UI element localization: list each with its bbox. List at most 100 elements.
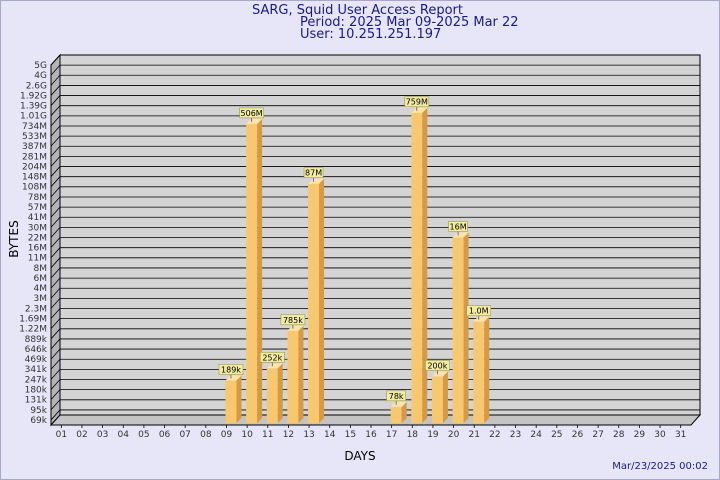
gridline-side (50, 358, 61, 370)
gridline-side (50, 125, 61, 137)
bar-top (452, 232, 469, 238)
y-tick-label: 1.92G (20, 91, 47, 101)
gridline-side (50, 206, 61, 218)
gridline-side (50, 216, 61, 228)
bar-side (484, 316, 490, 423)
gridline-side (50, 338, 61, 350)
x-tick-label: 25 (551, 430, 562, 440)
y-tick-label: 78M (28, 193, 47, 203)
y-tick-label: 4M (34, 284, 48, 294)
bar-side (401, 401, 407, 423)
x-tick-label: 08 (200, 430, 212, 440)
gridline-side (50, 95, 61, 106)
x-axis-label: DAYS (344, 449, 376, 463)
x-tick-label: 12 (283, 430, 294, 440)
bar (390, 406, 402, 423)
bar-top (390, 401, 407, 407)
x-tick-label: 06 (159, 430, 171, 440)
x-tick-label: 16 (365, 430, 377, 440)
gridline-side (50, 166, 61, 177)
gridline-side (50, 267, 61, 279)
bar-side (277, 363, 283, 423)
gridline-side (50, 247, 61, 258)
gridline-side (50, 399, 61, 411)
bar (431, 376, 443, 423)
x-tick-label: 02 (76, 430, 87, 440)
gridline-side (50, 389, 61, 400)
x-tick-label: 30 (654, 430, 666, 440)
y-tick-label: 533M (22, 132, 47, 142)
report-timestamp: Mar/23/2025 00:02 (612, 461, 708, 472)
bar (473, 321, 485, 423)
bar-top (246, 118, 263, 124)
gridline-side (50, 105, 61, 116)
gridline-side (50, 115, 61, 127)
bar-label-box (280, 314, 306, 326)
bar-top (225, 375, 242, 381)
bar-label-box (448, 221, 468, 232)
bar-value-label: 189k (221, 365, 241, 374)
x-tick-label: 21 (468, 430, 479, 440)
y-tick-label: 2.3M (25, 304, 47, 314)
bar-top (473, 316, 490, 322)
x-tick-label: 11 (262, 430, 273, 440)
x-tick-label: 13 (303, 430, 314, 440)
y-tick-label: 11M (28, 254, 47, 264)
gridline-side (50, 298, 61, 309)
plot-back-wall (59, 54, 701, 416)
y-tick-label: 148M (22, 173, 47, 183)
bar-side (298, 325, 304, 423)
bar-value-label: 16M (450, 222, 467, 231)
x-tick-label: 07 (179, 430, 190, 440)
y-tick-label: 1.39G (20, 102, 47, 112)
bar-side (236, 375, 242, 423)
bar-top (411, 107, 428, 113)
bar-label-box (386, 390, 406, 402)
y-tick-label: 22M (28, 233, 47, 243)
bar-label-box (425, 360, 450, 371)
gridline-side (50, 328, 61, 340)
x-tick-label: 18 (407, 430, 419, 440)
x-tick-label: 15 (345, 430, 356, 440)
y-tick-label: 131k (25, 396, 48, 406)
bar-side (422, 107, 428, 423)
gridline-side (50, 409, 61, 421)
report-period: Period: 2025 Mar 09-2025 Mar 22 (300, 15, 519, 30)
bar-value-label: 785k (283, 316, 303, 325)
bar-side (442, 371, 448, 423)
y-tick-label: 4G (34, 71, 47, 81)
gridline-side (50, 64, 61, 76)
y-tick-label: 1.69M (19, 315, 47, 325)
report-user: User: 10.251.251.197 (300, 27, 442, 42)
gridline-side (50, 85, 61, 96)
x-tick-label: 23 (510, 430, 521, 440)
x-tick-label: 19 (427, 430, 439, 440)
x-tick-label: 05 (138, 430, 149, 440)
y-tick-label: 8M (34, 264, 48, 274)
x-tick-label: 14 (324, 430, 336, 440)
x-tick-label: 31 (675, 430, 686, 440)
bar-label-box (239, 107, 264, 119)
y-tick-label: 180k (25, 386, 48, 396)
gridline-side (50, 54, 61, 66)
bar-side (463, 232, 469, 423)
bar-label-box (259, 351, 285, 363)
bar-value-label: 200k (427, 361, 447, 370)
x-tick-label: 22 (489, 430, 500, 440)
x-tick-label: 28 (613, 430, 625, 440)
x-tick-label: 26 (572, 430, 584, 440)
x-tick-label: 10 (241, 430, 253, 440)
y-tick-label: 41M (28, 213, 47, 223)
y-tick-label: 2.6G (26, 81, 47, 91)
bar-top (287, 325, 304, 331)
gridline-side (50, 348, 61, 360)
bar-side (319, 178, 325, 423)
bar-value-label: 87M (305, 169, 322, 178)
gridline-side (50, 146, 61, 157)
bar (246, 123, 258, 423)
x-tick-label: 24 (530, 430, 542, 440)
gridline-side (50, 379, 61, 390)
y-tick-label: 341k (25, 365, 48, 375)
gridline-side (50, 287, 61, 299)
